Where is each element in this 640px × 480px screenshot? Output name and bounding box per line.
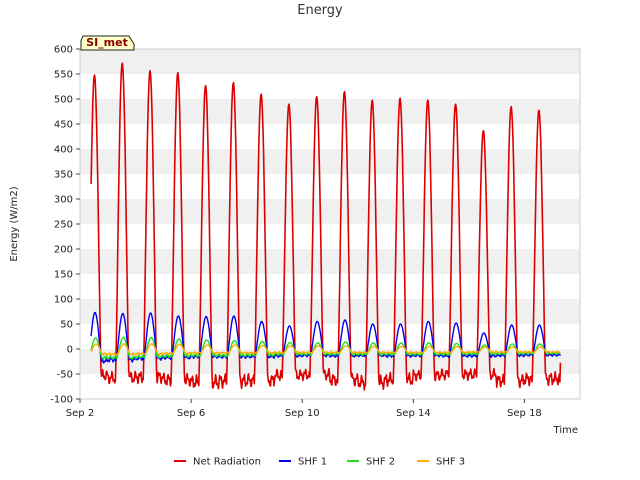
y-tick-label: 200: [54, 245, 73, 256]
series-shf-2: [90, 336, 561, 360]
legend: Net Radiation SHF 1 SHF 2 SHF 3: [174, 457, 465, 468]
x-axis-label: Time: [553, 425, 578, 436]
legend-label: SHF 3: [436, 457, 465, 468]
y-tick-label: 500: [54, 95, 73, 106]
grid-band: [80, 49, 580, 74]
y-tick-label: -50: [57, 370, 73, 381]
y-tick-label: -100: [50, 395, 73, 406]
y-axis: -100 -50 0 50 100 150 200 250 300 350 400 450 500 550…: [50, 45, 80, 406]
series-net-radiation: [90, 62, 562, 391]
y-tick-label: 50: [60, 320, 73, 331]
grid-band: [80, 299, 580, 324]
y-tick-label: 600: [54, 45, 73, 56]
x-tick-label: Sep 2: [66, 408, 94, 419]
y-tick-label: 0: [67, 345, 73, 356]
site-label-box: SI_met: [80, 35, 135, 51]
x-tick-label: Sep 6: [177, 408, 205, 419]
legend-label: Net Radiation: [193, 457, 261, 468]
y-tick-label: 300: [54, 195, 73, 206]
series-line: [90, 343, 561, 356]
site-label: SI_met: [86, 36, 128, 49]
grid-band: [80, 199, 580, 224]
grid-band: [80, 249, 580, 274]
x-tick-label: Sep 14: [396, 408, 431, 419]
series-layer: [90, 62, 562, 391]
chart-title: Energy: [297, 3, 343, 18]
series-shf-3: [90, 343, 561, 356]
series-shf-1: [90, 311, 561, 364]
y-axis-label: Energy (W/m2): [9, 186, 20, 261]
legend-label: SHF 2: [366, 457, 395, 468]
series-line: [90, 311, 561, 364]
grid-band: [80, 149, 580, 174]
series-line: [90, 62, 562, 391]
legend-label: SHF 1: [298, 457, 327, 468]
series-line: [90, 336, 561, 360]
y-tick-label: 350: [54, 170, 73, 181]
y-tick-label: 450: [54, 120, 73, 131]
x-tick-label: Sep 10: [285, 408, 320, 419]
y-tick-label: 150: [54, 270, 73, 281]
x-axis: Sep 2 Sep 6 Sep 10 Sep 14 Sep 18: [66, 399, 542, 419]
x-tick-label: Sep 18: [507, 408, 542, 419]
y-tick-label: 550: [54, 70, 73, 81]
grid-band: [80, 99, 580, 124]
y-tick-label: 100: [54, 295, 73, 306]
y-tick-label: 400: [54, 145, 73, 156]
y-tick-label: 250: [54, 220, 73, 231]
